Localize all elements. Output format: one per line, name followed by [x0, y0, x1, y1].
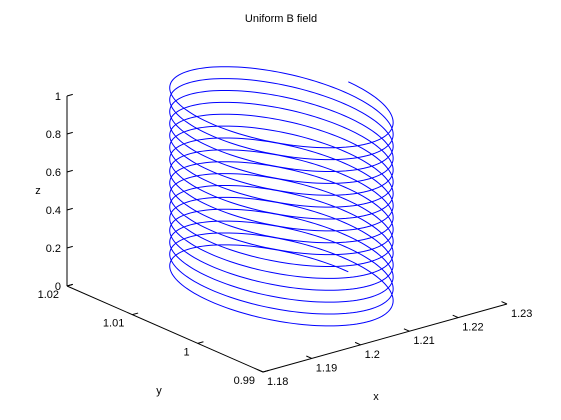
z-tick-label: 1 [55, 91, 61, 103]
x-tick-label: 1.2 [365, 349, 380, 361]
y-tick-label: 1 [184, 346, 190, 358]
x-tick [403, 328, 410, 332]
x-tick [354, 341, 361, 346]
y-tick-labels: 0.99 1 1.01 1.02 [38, 289, 255, 387]
x-tick [501, 301, 508, 305]
z-tick [66, 283, 73, 287]
y-axis-line [66, 285, 264, 373]
ticks [66, 93, 508, 373]
z-tick [66, 93, 73, 97]
x-tick [306, 355, 313, 359]
x-tick-labels: 1.18 1.19 1.2 1.21 1.22 1.23 [267, 308, 532, 388]
z-tick [66, 131, 73, 135]
x-tick-label: 1.21 [413, 335, 434, 347]
y-tick [262, 369, 269, 373]
y-tick [132, 312, 139, 316]
z-tick [66, 245, 73, 249]
z-axis-label: z [35, 185, 41, 197]
z-tick-label: 0.2 [46, 243, 61, 255]
helix-line [169, 66, 394, 327]
chart-title: Uniform B field [245, 13, 317, 25]
x-tick [452, 314, 459, 319]
x-tick-label: 1.23 [511, 308, 532, 320]
x-tick-label: 1.18 [267, 376, 288, 388]
x-tick-label: 1.22 [462, 322, 483, 334]
y-tick-label: 1.02 [38, 289, 59, 301]
z-tick [66, 207, 73, 211]
z-tick [66, 169, 73, 173]
z-tick-label: 0.8 [46, 129, 61, 141]
z-tick-label: 0 [55, 281, 61, 293]
y-axis-label: y [156, 385, 162, 397]
z-tick-labels: 0 0.2 0.4 0.6 0.8 1 [46, 91, 61, 293]
x-tick-label: 1.19 [316, 362, 337, 374]
x-axis-label: x [373, 391, 379, 403]
x-axis-line [262, 303, 508, 373]
z-tick-label: 0.6 [46, 167, 61, 179]
y-tick-label: 1.01 [103, 318, 124, 330]
y-tick [197, 341, 204, 344]
axes [66, 96, 508, 373]
x-tick [257, 369, 264, 373]
y-tick-label: 0.99 [234, 375, 255, 387]
z-tick-label: 0.4 [46, 205, 61, 217]
